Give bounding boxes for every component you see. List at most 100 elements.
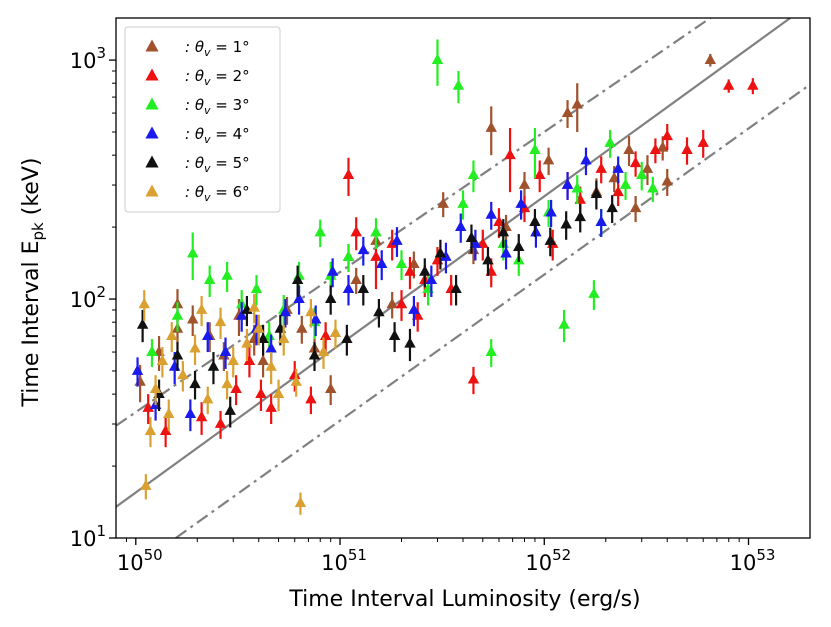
data-point	[156, 354, 169, 365]
data-point	[265, 401, 277, 412]
data-point	[253, 322, 265, 333]
data-point	[391, 234, 403, 245]
data-point	[357, 243, 370, 255]
data-point	[214, 315, 227, 327]
data-point	[168, 360, 181, 371]
data-point	[189, 377, 201, 389]
data-point	[500, 247, 512, 258]
legend-marker	[145, 184, 159, 197]
plot-area	[116, 18, 810, 538]
data-point	[588, 287, 600, 298]
data-point	[590, 187, 603, 198]
data-point	[636, 168, 648, 180]
data-point	[159, 424, 172, 436]
data-point	[534, 168, 546, 180]
data-point	[370, 250, 382, 261]
data-point	[207, 360, 220, 371]
data-point	[376, 257, 388, 269]
data-point	[221, 377, 233, 389]
data-point	[250, 282, 263, 294]
data-point	[317, 345, 330, 356]
data-point	[561, 106, 574, 117]
data-point	[324, 292, 337, 303]
data-point	[485, 121, 497, 132]
data-point	[289, 368, 301, 380]
data-point	[357, 282, 370, 294]
data-point	[257, 354, 269, 365]
data-point	[513, 240, 525, 251]
data-point	[314, 225, 326, 237]
data-point	[293, 292, 305, 303]
data-point	[482, 253, 494, 265]
x-axis-label: Time Interval Luminosity (erg/s)	[288, 587, 640, 612]
data-point	[342, 168, 355, 180]
data-point	[419, 265, 431, 276]
y-tick-label: 101	[70, 522, 106, 551]
data-point	[248, 301, 260, 312]
y-axis-label-main: Time Interval E	[19, 240, 44, 407]
data-point	[131, 364, 144, 375]
data-point	[606, 201, 618, 213]
data-point	[195, 303, 208, 314]
data-point	[187, 247, 199, 258]
data-point	[265, 342, 277, 353]
data-point	[146, 345, 158, 356]
data-point	[434, 247, 447, 258]
legend-label: : θv = 3°	[185, 96, 250, 117]
data-point	[386, 297, 398, 309]
data-point	[485, 208, 497, 219]
data-point	[189, 342, 201, 353]
data-point	[140, 479, 152, 490]
data-point	[370, 225, 382, 237]
data-point	[408, 303, 420, 314]
data-point	[649, 143, 662, 155]
data-point	[545, 206, 557, 217]
data-point	[341, 332, 353, 343]
data-point	[404, 337, 416, 348]
x-tick-label: 1052	[525, 546, 571, 575]
data-point	[595, 162, 607, 173]
data-point	[697, 136, 709, 147]
data-point	[529, 143, 541, 155]
data-point	[704, 53, 717, 64]
data-point	[326, 265, 339, 276]
data-point	[305, 392, 317, 404]
data-point	[612, 162, 624, 173]
data-point	[595, 215, 607, 226]
data-point	[647, 182, 659, 193]
data-point	[544, 234, 556, 245]
legend-label: : θv = 4°	[185, 125, 250, 146]
data-point	[243, 354, 256, 365]
data-point	[350, 225, 362, 237]
legend: : θv = 1°: θv = 2°: θv = 3°: θv = 4°: θv…	[124, 26, 281, 213]
data-point	[272, 387, 285, 399]
data-point	[296, 322, 308, 333]
data-point	[324, 382, 337, 393]
series-5	[136, 180, 618, 428]
data-point	[612, 185, 624, 197]
data-point	[203, 273, 216, 285]
y-tick-label: 103	[70, 44, 106, 73]
data-point	[329, 326, 342, 338]
data-point	[574, 210, 586, 222]
data-point	[450, 282, 462, 294]
data-point	[425, 273, 438, 285]
data-point	[580, 153, 592, 165]
y-axis-label-unit: (keV)	[19, 158, 44, 223]
data-point	[440, 250, 452, 261]
data-point	[542, 153, 555, 165]
y-axis-label: Time Interval Epk (keV)	[19, 158, 47, 408]
data-point	[184, 407, 197, 418]
data-point	[629, 156, 642, 168]
data-point	[202, 392, 214, 404]
data-point	[241, 337, 253, 348]
data-point	[219, 345, 232, 356]
y-axis-label-subscript: pk	[29, 222, 47, 241]
data-point	[515, 197, 527, 208]
data-point	[308, 349, 321, 360]
data-point	[265, 360, 277, 371]
data-point	[386, 237, 398, 248]
data-point	[571, 182, 583, 193]
data-point	[163, 407, 175, 418]
data-point	[202, 329, 214, 340]
